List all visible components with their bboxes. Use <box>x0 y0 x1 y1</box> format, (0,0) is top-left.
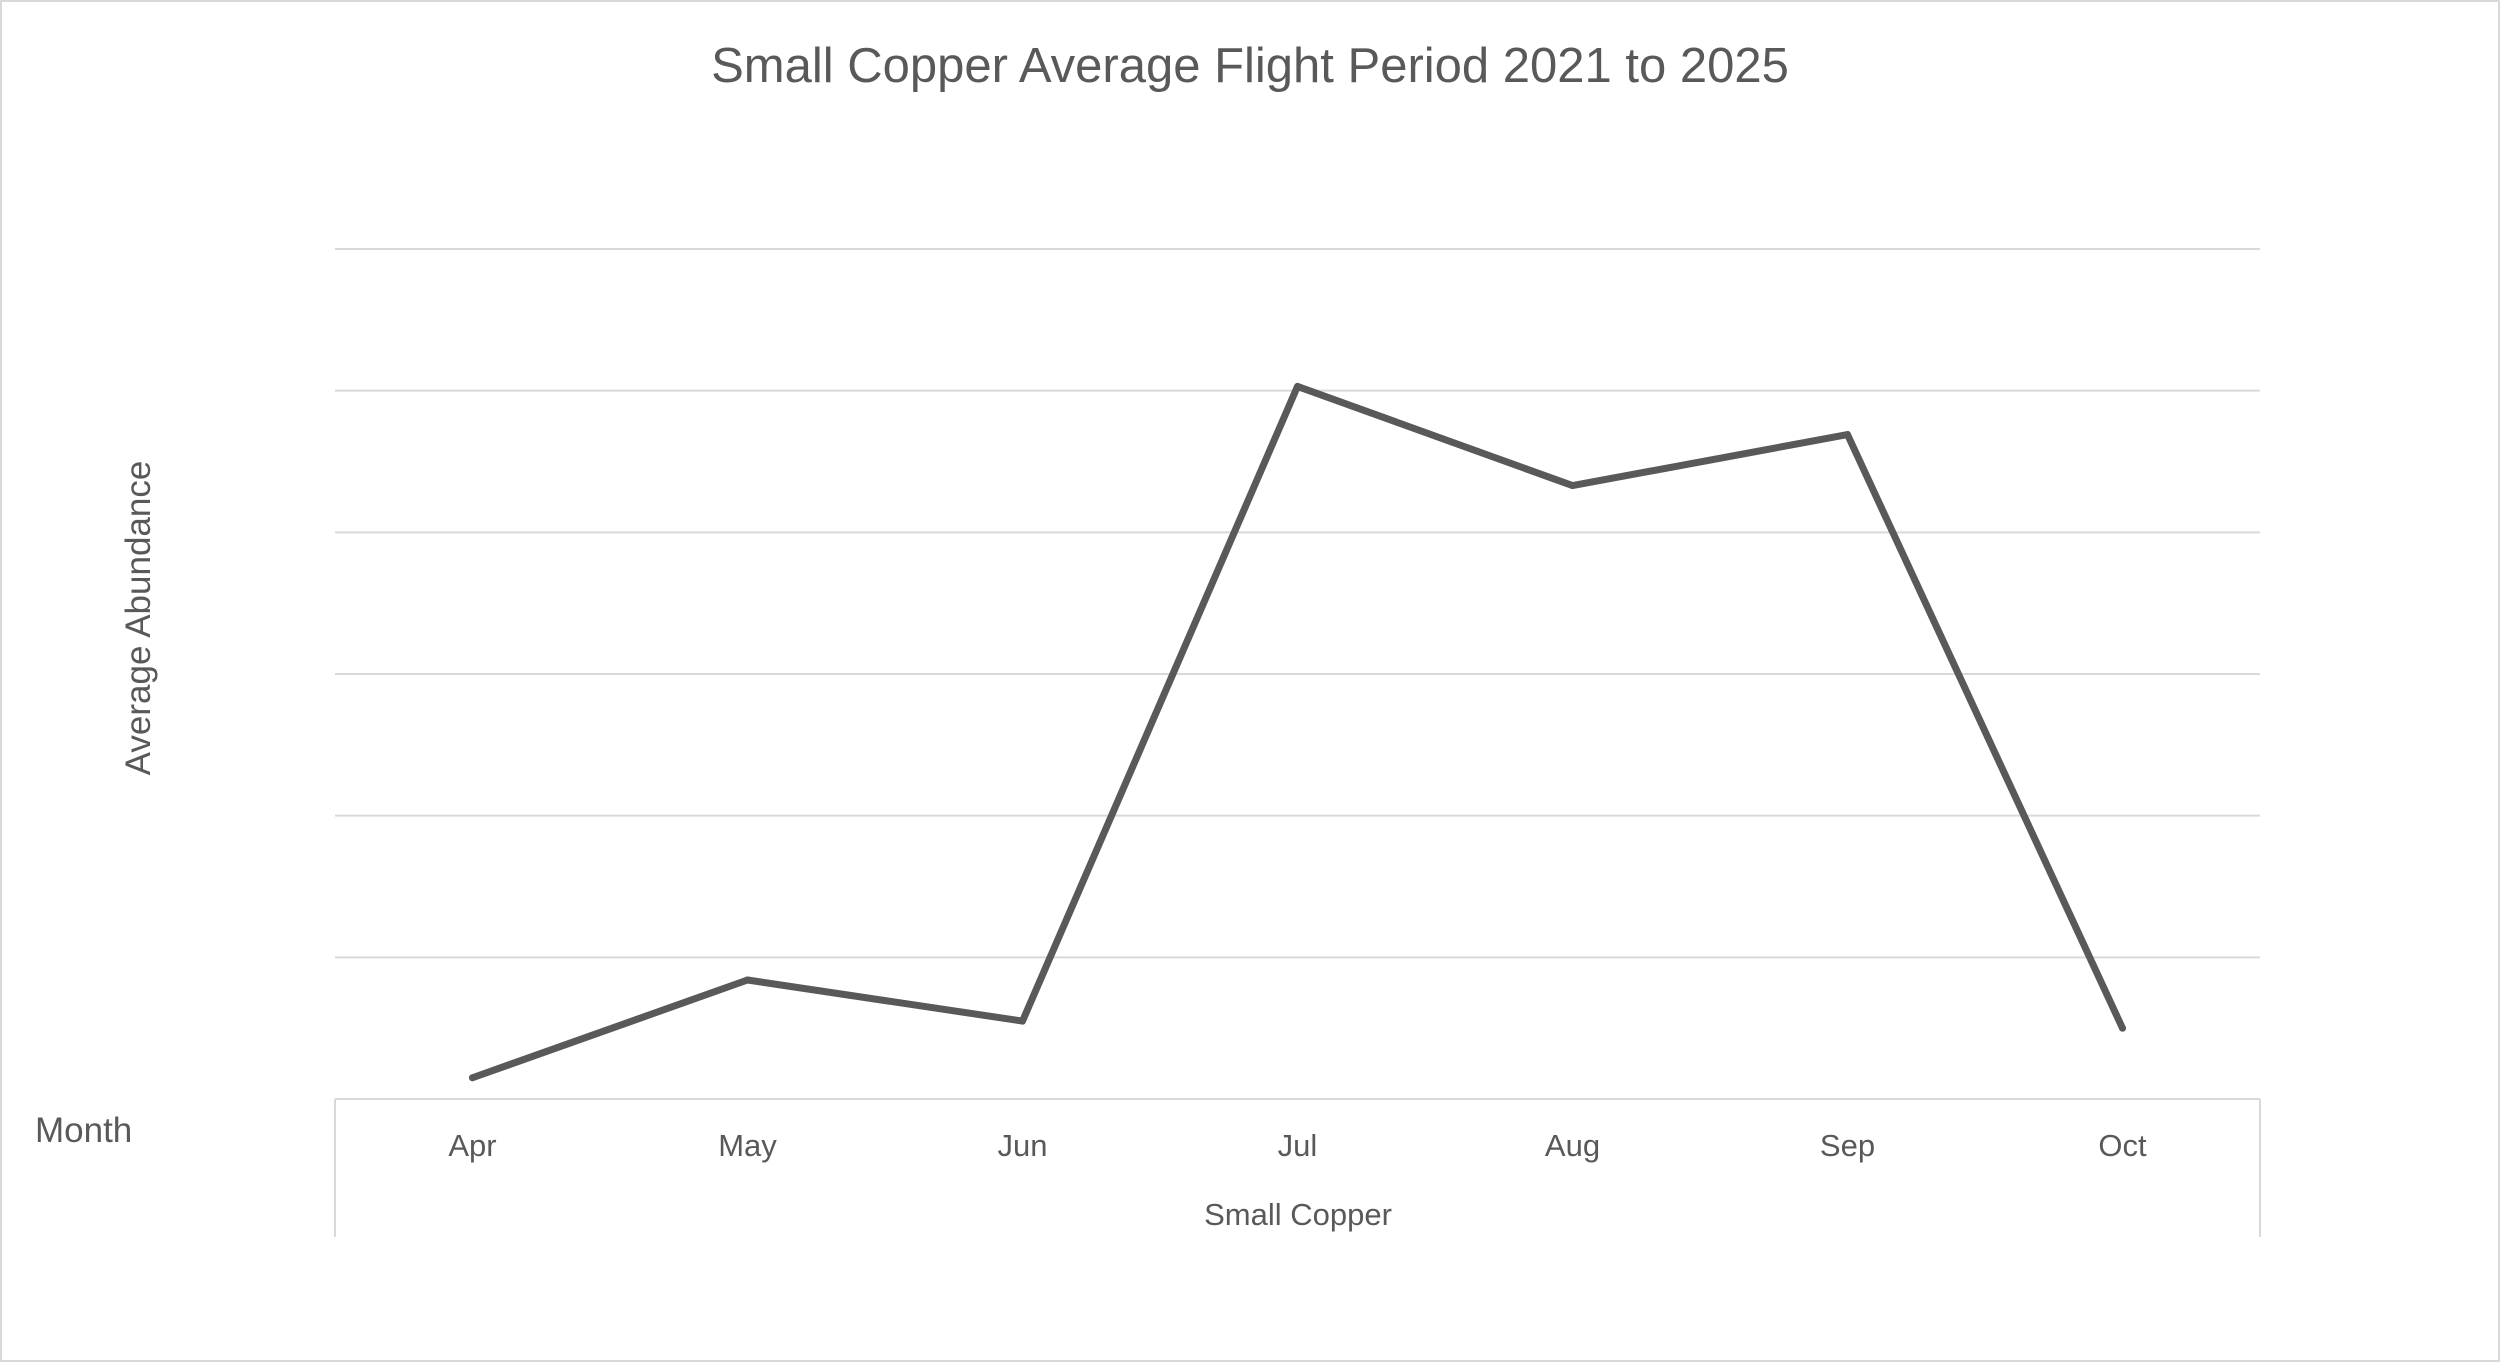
x-tick-label: Oct <box>2098 1128 2147 1163</box>
x-tick-label: Aug <box>1545 1128 1600 1163</box>
y-axis-title: Average Abundance <box>119 461 158 776</box>
data-point <box>1569 482 1576 490</box>
data-point <box>1844 431 1851 439</box>
gridlines <box>335 248 2260 959</box>
x-tick-label: Sep <box>1820 1128 1875 1163</box>
category-axis: Apr May Jun Jul Aug Sep Oct <box>334 1098 2261 1237</box>
month-field-label[interactable]: Month <box>35 1111 132 1150</box>
data-point <box>469 1074 476 1082</box>
series-line-small-copper <box>469 382 2126 1082</box>
x-tick-label: May <box>718 1128 777 1163</box>
x-tick-label: Jun <box>998 1128 1048 1163</box>
x-tick-label: Jul <box>1278 1128 1318 1163</box>
x-axis-group-label: Small Copper <box>1204 1197 1392 1232</box>
chart-title: Small Copper Average Flight Period 2021 … <box>711 39 1789 93</box>
data-point <box>2119 1024 2126 1032</box>
series-layer <box>469 382 2126 1082</box>
data-point <box>1019 1017 1026 1025</box>
data-point <box>1294 382 1301 390</box>
data-point <box>744 976 751 984</box>
x-tick-label: Apr <box>448 1128 496 1163</box>
